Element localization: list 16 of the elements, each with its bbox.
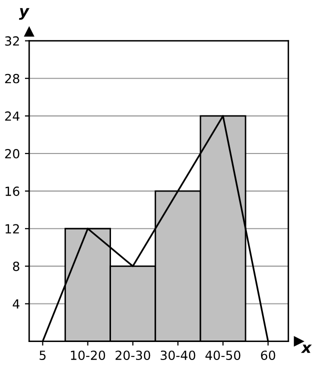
y-tick-label: 28 [5, 74, 20, 84]
y-tick-label: 24 [5, 111, 20, 121]
x-tick-label: 60 [260, 350, 276, 360]
y-tick-label: 12 [6, 224, 19, 234]
x-tick-label: 40-50 [205, 350, 240, 360]
x-axis-title: x [300, 344, 312, 353]
y-axis-title: y [18, 8, 30, 20]
y-tick-label: 4 [12, 299, 20, 309]
y-tick-label: 8 [13, 262, 20, 272]
x-tick-label: 20-30 [116, 350, 150, 360]
y-tick-label: 20 [5, 148, 20, 158]
x-tick-label: 5 [40, 350, 46, 360]
x-tick-label: 10-20 [70, 350, 106, 360]
y-tick-label: 16 [6, 186, 20, 196]
y-tick-label: 32 [5, 36, 19, 46]
x-tick-label: 30-40 [160, 350, 196, 360]
